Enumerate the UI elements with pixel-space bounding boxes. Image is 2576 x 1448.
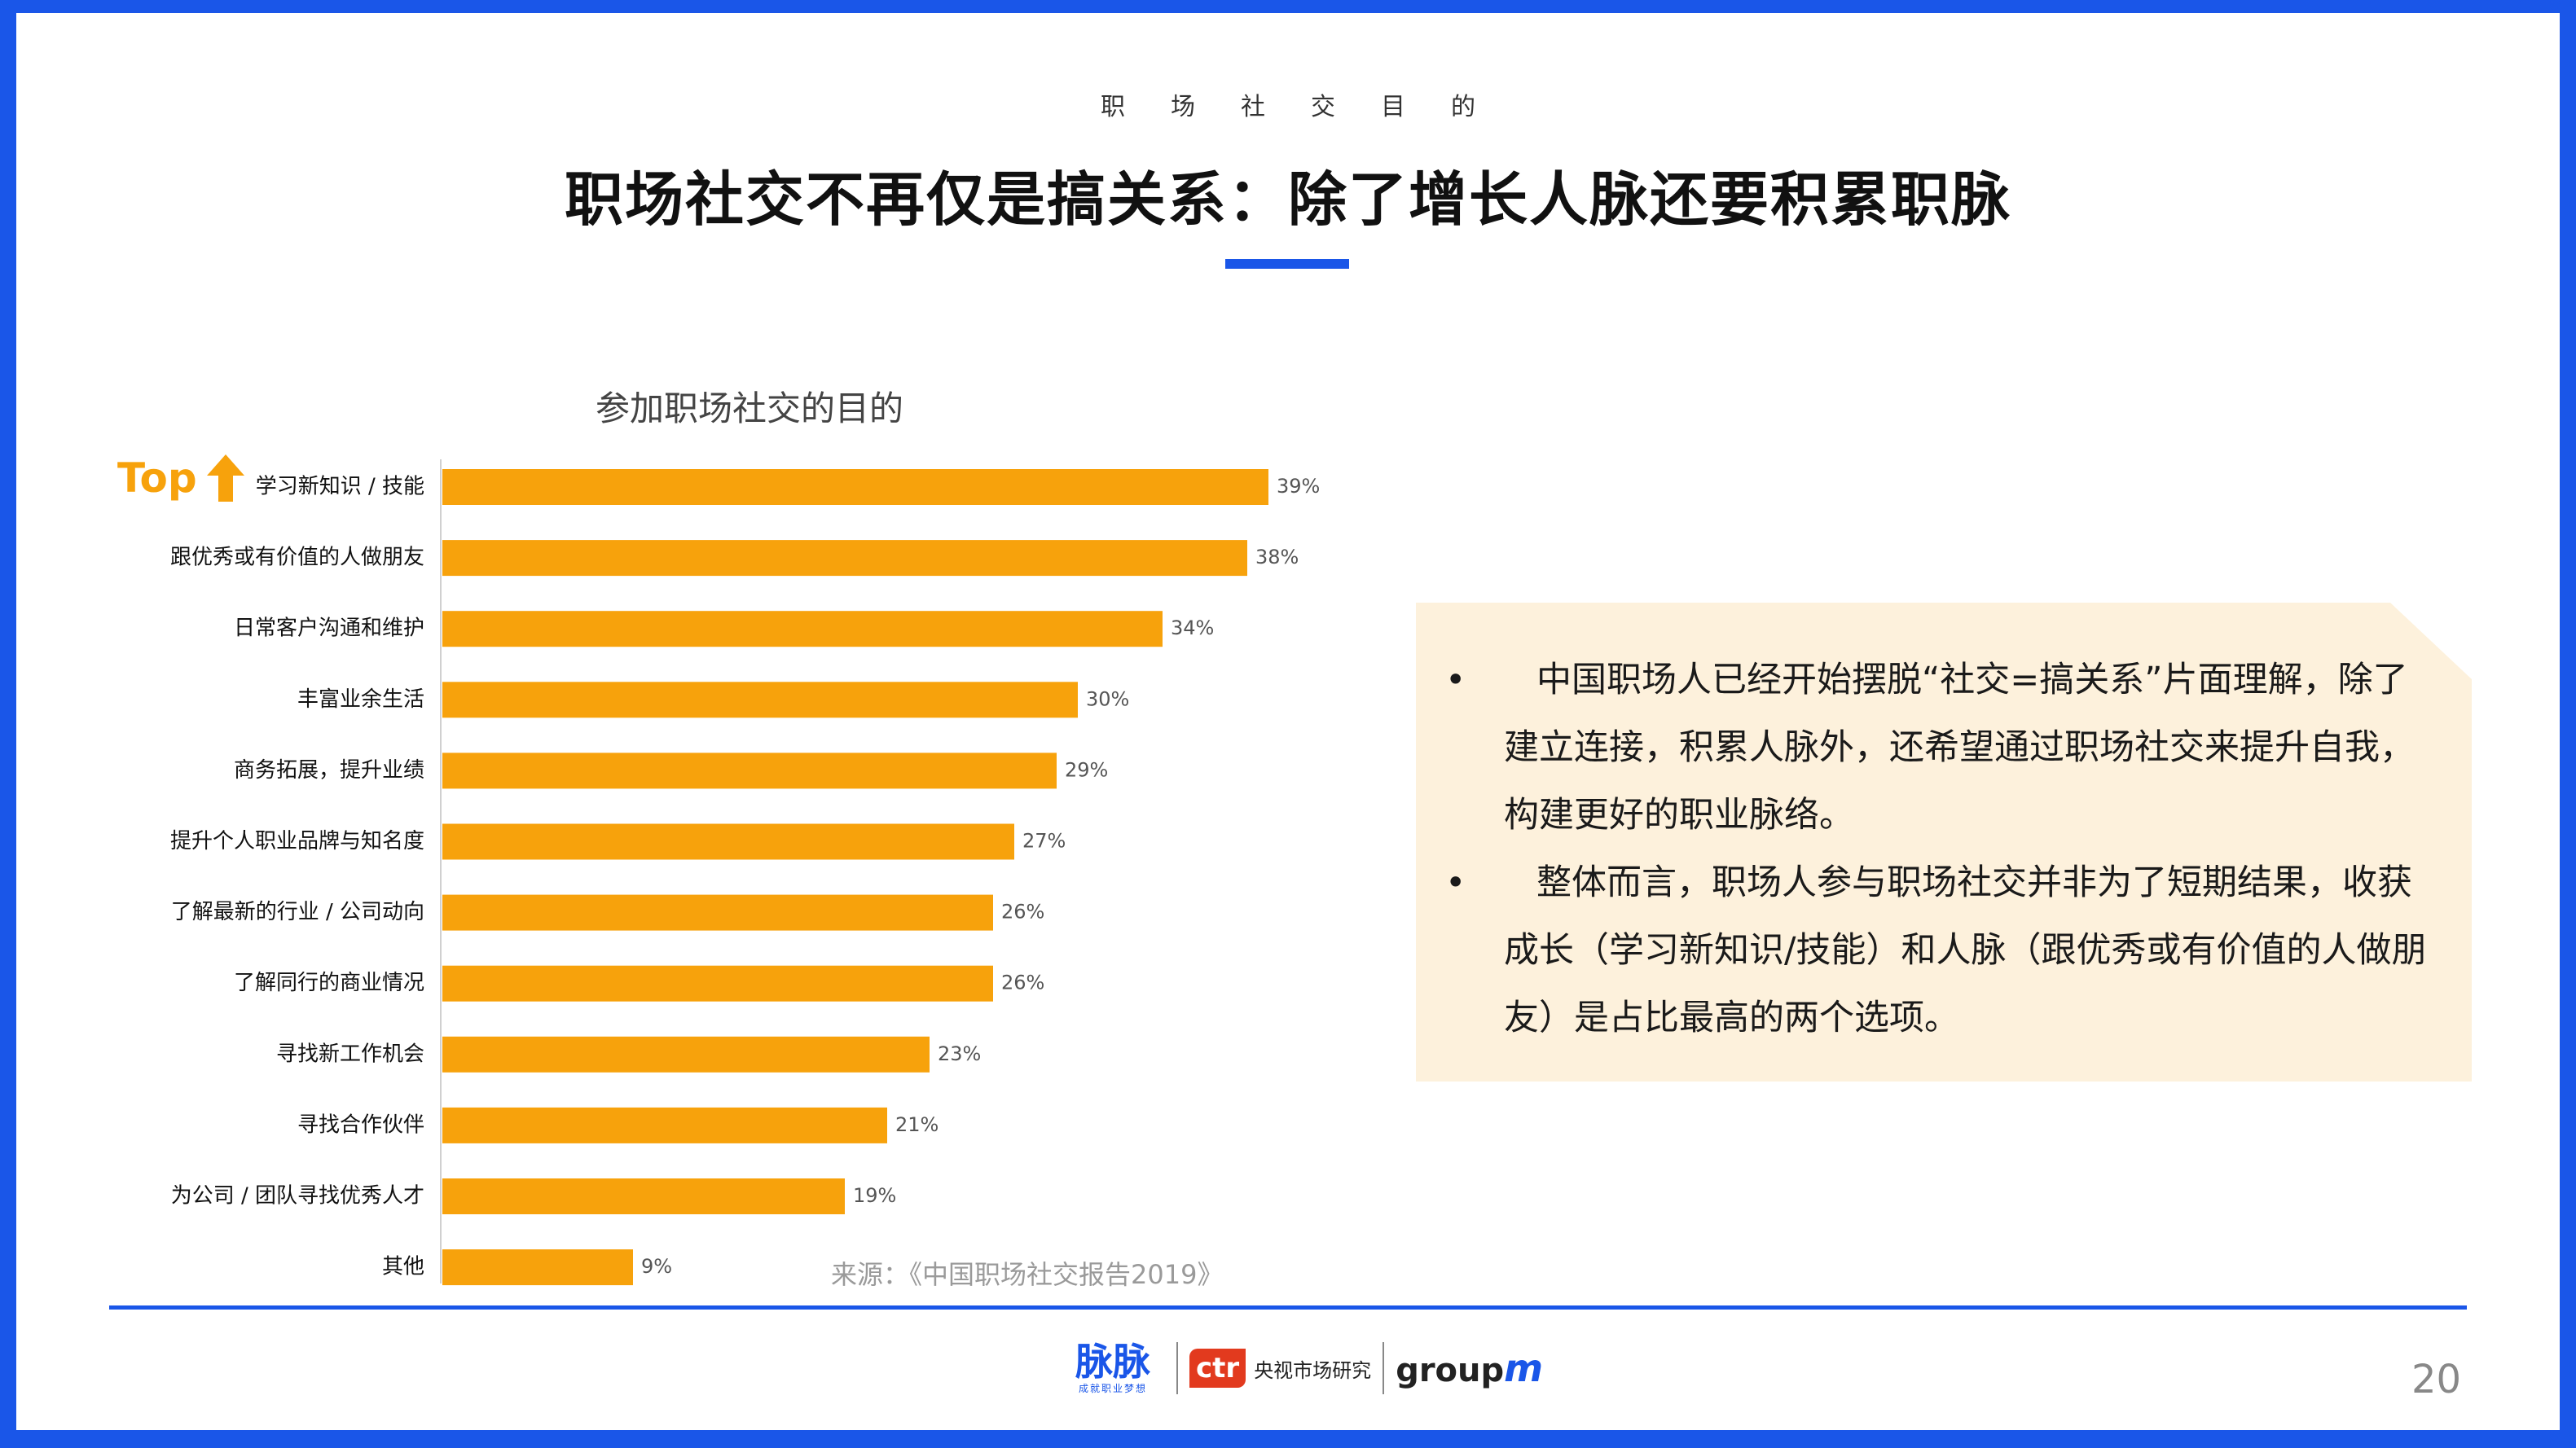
footer-divider	[109, 1305, 2467, 1310]
bar	[442, 823, 1014, 860]
groupm-logo-text: group	[1396, 1352, 1505, 1389]
slide: 职场社交目的 职场社交不再仅是搞关系：除了增长人脉还要积累职脉 参加职场社交的目…	[16, 13, 2560, 1430]
summary-bullet-text: 整体而言，职场人参与职场社交并非为了短期结果，收获成长（学习新知识/技能）和人脉…	[1504, 862, 2427, 1038]
bullet-mark: •	[1445, 660, 1466, 700]
bar	[442, 965, 993, 1002]
arrow-up-icon	[206, 454, 244, 502]
category-label: 日常客户沟通和维护	[234, 616, 424, 641]
bar	[442, 753, 1057, 789]
bar	[442, 1249, 633, 1286]
top-badge: Top	[117, 453, 246, 503]
bar	[442, 1036, 930, 1073]
value-label: 26%	[1001, 972, 1044, 994]
bar	[442, 1107, 887, 1143]
category-label: 商务拓展，提升业绩	[234, 758, 424, 783]
partner-logos: 脉脉 成就职业梦想 ctr 央视市场研究 groupm	[1075, 1336, 1543, 1401]
summary-bullet-text: 中国职场人已经开始摆脱“社交=搞关系”片面理解，除了建立连接，积累人脉外，还希望…	[1504, 660, 2415, 836]
source-note: 来源：《中国职场社交报告2019》	[831, 1259, 1224, 1290]
category-label: 跟优秀或有价值的人做朋友	[170, 546, 424, 570]
category-label: 了解最新的行业 / 公司动向	[171, 900, 424, 924]
category-label: 丰富业余生活	[297, 687, 424, 712]
value-label: 30%	[1086, 687, 1129, 710]
logo-separator	[1176, 1342, 1178, 1394]
ctr-logo-mark: ctr	[1189, 1349, 1246, 1388]
summary-callout: • 中国职场人已经开始摆脱“社交=搞关系”片面理解，除了建立连接，积累人脉外，还…	[1416, 603, 2472, 1082]
value-label: 39%	[1277, 475, 1320, 498]
category-label: 寻找新工作机会	[276, 1042, 424, 1066]
value-label: 23%	[938, 1042, 981, 1065]
value-label: 19%	[853, 1184, 896, 1207]
ctr-logo: ctr 央视市场研究	[1189, 1349, 1371, 1388]
page-number: 20	[2411, 1357, 2462, 1402]
ctr-logo-text: 央视市场研究	[1254, 1358, 1372, 1382]
category-label: 为公司 / 团队寻找优秀人才	[171, 1184, 424, 1209]
category-label: 其他	[382, 1255, 424, 1279]
bar	[442, 894, 993, 931]
bars-group: 学习新知识 / 技能 39% 跟优秀或有价值的人做朋友 38% 日常客户沟通和维护 34%…	[170, 469, 1320, 1286]
value-label: 34%	[1171, 616, 1214, 639]
summary-list: • 中国职场人已经开始摆脱“社交=搞关系”片面理解，除了建立连接，积累人脉外，还…	[1445, 647, 2431, 1052]
summary-bullet: • 整体而言，职场人参与职场社交并非为了短期结果，收获成长（学习新知识/技能）和…	[1445, 849, 2431, 1052]
bar	[442, 682, 1078, 718]
page-title: 职场社交不再仅是搞关系：除了增长人脉还要积累职脉	[564, 165, 2011, 234]
maimai-logo-tagline: 成就职业梦想	[1078, 1382, 1147, 1394]
value-label: 27%	[1022, 830, 1066, 853]
bar	[442, 1178, 845, 1214]
summary-bullet: • 中国职场人已经开始摆脱“社交=搞关系”片面理解，除了建立连接，积累人脉外，还…	[1445, 647, 2431, 849]
title-underline	[1225, 259, 1349, 269]
logo-separator	[1383, 1342, 1385, 1394]
value-label: 9%	[641, 1255, 672, 1278]
category-label: 寻找合作伙伴	[297, 1112, 424, 1137]
bar	[442, 469, 1268, 505]
bar	[442, 611, 1163, 647]
bullet-mark: •	[1445, 862, 1466, 903]
groupm-logo: groupm	[1396, 1346, 1543, 1390]
top-badge-label: Top	[117, 454, 197, 502]
top-notch	[1035, 13, 1540, 26]
maimai-logo: 脉脉 成就职业梦想	[1075, 1342, 1165, 1395]
value-label: 26%	[1001, 901, 1044, 924]
maimai-logo-text: 脉脉	[1075, 1339, 1150, 1384]
value-label: 38%	[1255, 546, 1299, 568]
bar-chart: 学习新知识 / 技能 39% 跟优秀或有价值的人做朋友 38% 日常客户沟通和维护 34%…	[170, 459, 1320, 1286]
chart-title: 参加职场社交的目的	[595, 388, 903, 428]
groupm-logo-m: m	[1504, 1346, 1544, 1390]
category-label: 提升个人职业品牌与知名度	[170, 829, 424, 853]
category-label: 学习新知识 / 技能	[256, 475, 424, 499]
value-label: 29%	[1065, 758, 1108, 781]
section-kicker: 职场社交目的	[1101, 93, 1521, 121]
bar	[442, 540, 1247, 577]
value-label: 21%	[895, 1113, 939, 1136]
category-label: 了解同行的商业情况	[234, 971, 424, 995]
